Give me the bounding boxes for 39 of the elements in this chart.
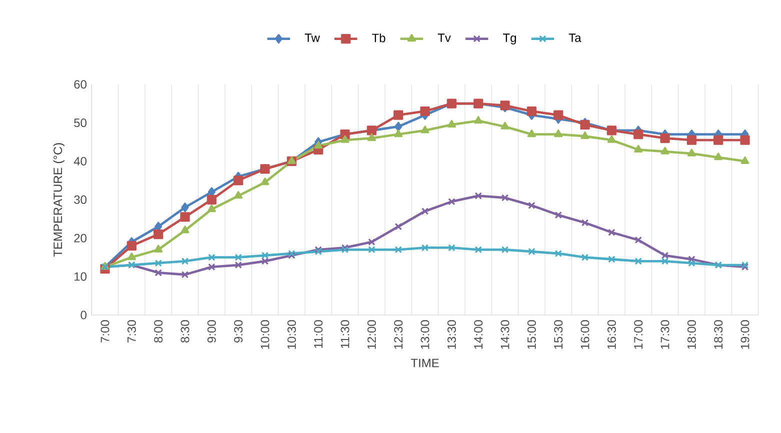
x-tick-label: 7:30 [127,320,136,342]
x-tick-label: 14:30 [500,320,510,349]
x-tick-label: 8:00 [154,320,163,343]
y-tick-label: 10 [74,272,86,281]
x-tick-label: 9:00 [207,320,216,342]
x-tick-label: 11:30 [340,320,350,348]
x-tick-label: 13:30 [447,320,456,349]
x-tick-label: 13:00 [420,320,430,349]
legend-label: Tg [503,34,516,44]
x-tick-label: 15:30 [554,320,563,349]
y-tick-label: 20 [74,234,86,242]
x-tick-label: 11:00 [314,320,323,348]
y-tick-label: 60 [74,80,86,89]
x-tick-label: 19:00 [740,320,750,349]
x-tick-label: 18:00 [687,320,696,349]
x-tick-label: 9:30 [234,320,243,342]
x-tick-label: 15:00 [527,320,536,349]
x-tick-label: 8:30 [180,320,190,343]
legend-label: Tv [438,34,451,42]
y-tick-label: 0 [80,310,86,320]
x-tick-label: 10:30 [287,320,296,349]
y-axis-title: TEMPERATURE (°C) [53,143,64,257]
y-tick-label: 50 [74,118,86,128]
legend-label: Tw [304,34,320,42]
legend-label: Tb [372,33,386,42]
x-tick-label: 14:00 [474,320,483,349]
x-tick-label: 12:30 [394,320,403,349]
legend-label: Ta [568,34,582,42]
x-tick-label: 16:30 [607,320,616,349]
x-tick-label: 16:00 [580,320,590,349]
x-axis-title: TIME [410,358,439,368]
y-tick-label: 30 [74,195,86,204]
x-tick-label: 7:00 [100,320,110,342]
x-tick-label: 17:00 [634,320,643,349]
x-tick-label: 18:30 [714,320,723,349]
x-tick-label: 10:00 [260,320,270,349]
x-tick-label: 12:00 [367,320,376,349]
x-tick-label: 17:30 [660,320,670,349]
y-tick-label: 40 [74,156,86,166]
